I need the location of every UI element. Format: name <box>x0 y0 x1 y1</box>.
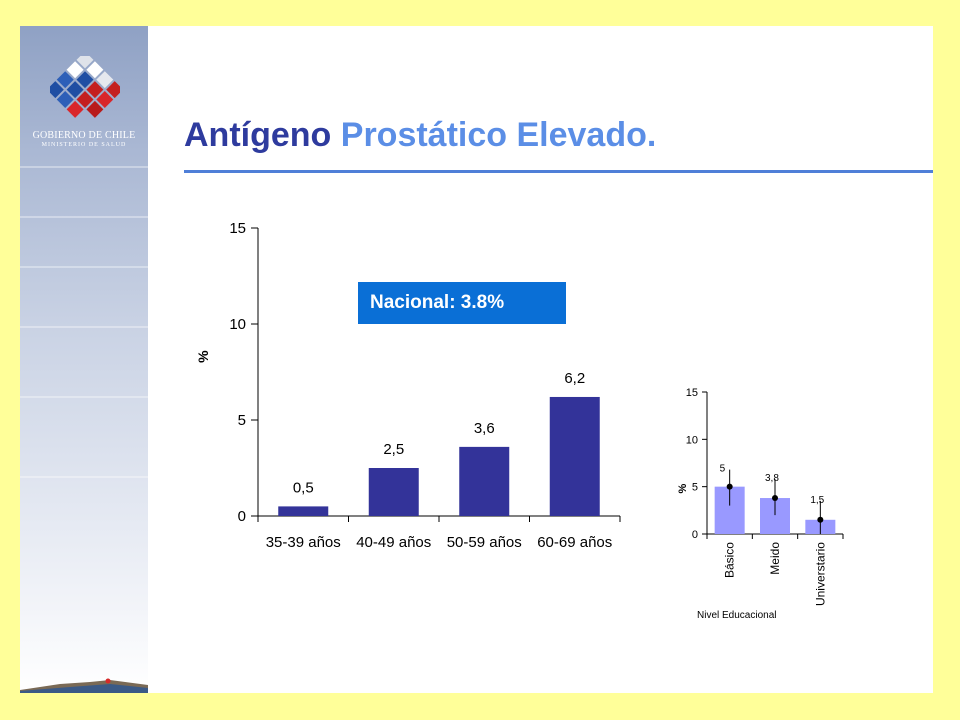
mean-point <box>817 516 824 523</box>
y-tick-label: 10 <box>229 316 246 333</box>
education-level-chart: 051015%5Básico3,8Meido1,5UniverstarioNiv… <box>677 387 844 621</box>
y-tick-label: 5 <box>692 482 698 494</box>
gobierno-logo <box>50 56 120 118</box>
bar-value-label: 2,5 <box>383 441 404 458</box>
bar-value-label: 6,2 <box>564 370 585 387</box>
bar-value-label: 5 <box>720 464 726 475</box>
bar-value-label: 0,5 <box>293 479 314 496</box>
x-axis-label: Nivel Educacional <box>697 610 777 621</box>
bar-value-label: 3,6 <box>474 420 495 437</box>
category-label: Universtario <box>813 542 827 606</box>
title-underline <box>184 170 933 173</box>
mean-point <box>726 483 733 490</box>
nacional-annotation: Nacional: 3.8% <box>358 282 566 324</box>
title-part-2: Prostático Elevado. <box>340 116 657 154</box>
title-part-1: Antígeno <box>184 116 332 154</box>
page-title: Antígeno Prostático Elevado. <box>184 116 656 155</box>
y-tick-label: 0 <box>238 508 246 525</box>
category-label: Meido <box>768 542 782 575</box>
bar-value-label: 1,5 <box>810 495 824 506</box>
y-tick-label: 0 <box>692 529 698 541</box>
bar <box>549 396 600 516</box>
bar <box>278 506 329 516</box>
bar-value-label: 3,8 <box>765 473 779 484</box>
age-group-chart: 0 5 10 15% 0,5 35-39 años 2,5 40-49 años 3,6 50-5… <box>195 220 621 551</box>
category-label: 60-69 años <box>537 534 612 551</box>
category-label: 40-49 años <box>356 534 431 551</box>
category-label: 50-59 años <box>447 534 522 551</box>
org-subtitle: MINISTERIO DE SALUD <box>41 142 127 148</box>
mountain-decoration-icon <box>20 678 148 693</box>
category-label: Básico <box>723 542 737 578</box>
mean-point <box>772 495 778 502</box>
org-name: GOBIERNO DE CHILE <box>32 130 136 141</box>
category-label: 35-39 años <box>266 534 341 551</box>
slide: GOBIERNO DE CHILE MINISTERIO DE SALUD An… <box>20 26 933 693</box>
bar <box>459 446 510 516</box>
sidebar: GOBIERNO DE CHILE MINISTERIO DE SALUD <box>20 26 148 693</box>
y-tick-label: 10 <box>686 434 698 446</box>
bar <box>368 468 419 516</box>
y-axis-label: % <box>677 483 689 493</box>
y-axis-label: % <box>195 350 211 363</box>
y-tick-label: 15 <box>229 220 246 237</box>
y-tick-label: 5 <box>238 412 246 429</box>
y-tick-label: 15 <box>686 387 698 399</box>
